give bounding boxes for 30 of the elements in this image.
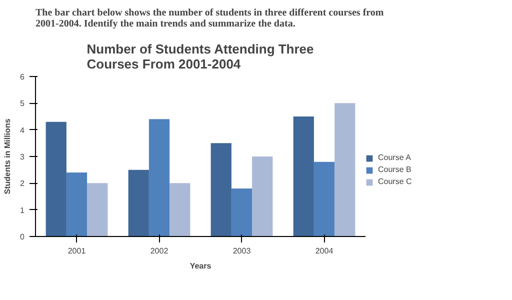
- y-tick-label: 4: [20, 126, 26, 135]
- legend-label: Course A: [378, 153, 411, 162]
- bar: [252, 156, 273, 236]
- x-axis-title: Years: [190, 262, 212, 270]
- chart-title: Number of Students Attending Three Courses From 2001-2004: [86, 42, 314, 72]
- legend-label: Course C: [378, 177, 412, 186]
- bar: [46, 122, 66, 236]
- y-tick-label: 1: [20, 206, 26, 215]
- bar: [293, 116, 314, 236]
- y-tick-label: 0: [20, 232, 26, 242]
- bar: [231, 188, 252, 236]
- x-tick-label: 2004: [315, 246, 334, 256]
- x-tick-label: 2001: [68, 246, 86, 256]
- x-tick-label: 2003: [232, 246, 252, 256]
- bar: [87, 183, 108, 236]
- bar: [334, 103, 356, 236]
- text: The bar chart below shows the number of students in three different courses from 2001-2004. Identify the main trends and summarize the data.: [36, 8, 384, 30]
- bar: [66, 172, 88, 236]
- y-tick-label: 2: [20, 179, 26, 188]
- legend-label: Course B: [378, 165, 412, 174]
- bar: [170, 183, 190, 236]
- bar: [128, 170, 149, 236]
- y-axis-title: Students in Millions: [3, 118, 12, 194]
- y-tick-label: 3: [20, 152, 26, 162]
- y-tick-label: 6: [20, 72, 26, 82]
- y-tick-label: 5: [20, 99, 26, 108]
- bar: [314, 162, 335, 236]
- x-tick-label: 2002: [150, 246, 169, 256]
- bar: [210, 143, 232, 236]
- bar: [148, 119, 170, 236]
